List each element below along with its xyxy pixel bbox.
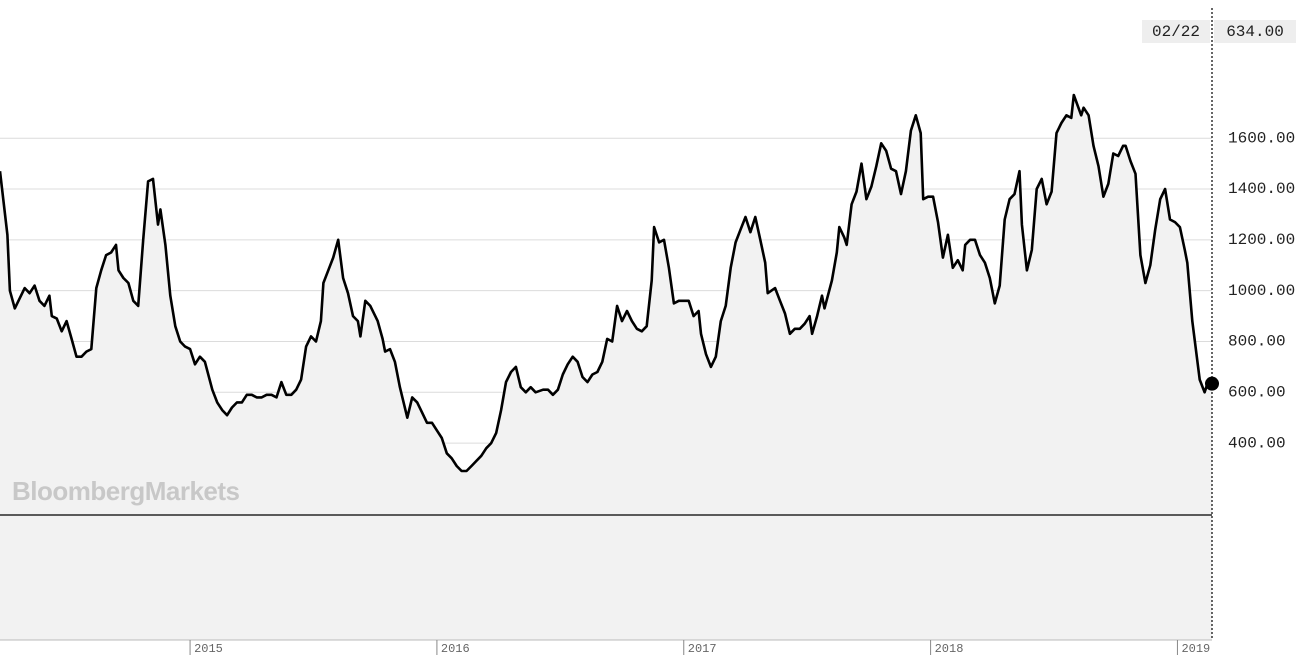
overlay: 400.00 600.00 800.00 1000.00 1200.00 1400.00 1… xyxy=(189,8,1296,656)
x-tick-label: 2017 xyxy=(688,642,717,656)
y-tick-label: 800.00 xyxy=(1228,333,1286,351)
value-label: 634.00 xyxy=(1226,23,1284,41)
x-tick-label: 2018 xyxy=(935,642,964,656)
area xyxy=(0,95,1212,515)
value-box xyxy=(1214,20,1296,43)
date-label: 02/22 xyxy=(1152,23,1200,41)
plot xyxy=(0,93,1213,515)
y-tick-label: 1200.00 xyxy=(1228,231,1295,249)
y-tick-label: 1000.00 xyxy=(1228,282,1295,300)
watermark: BloombergMarkets xyxy=(12,476,240,506)
x-tick-label: 2016 xyxy=(441,642,470,656)
y-tick-label: 600.00 xyxy=(1228,384,1286,402)
y-tick-label: 400.00 xyxy=(1228,434,1286,452)
x-tick-label: 2015 xyxy=(194,642,223,656)
last-point-marker xyxy=(1205,376,1219,391)
y-tick-label: 1400.00 xyxy=(1228,180,1295,198)
x-tick-label: 2019 xyxy=(1181,642,1210,656)
lower-panel xyxy=(0,515,1212,640)
line xyxy=(0,93,1213,473)
y-tick-label: 1600.00 xyxy=(1228,129,1295,147)
date-box xyxy=(1142,20,1210,43)
